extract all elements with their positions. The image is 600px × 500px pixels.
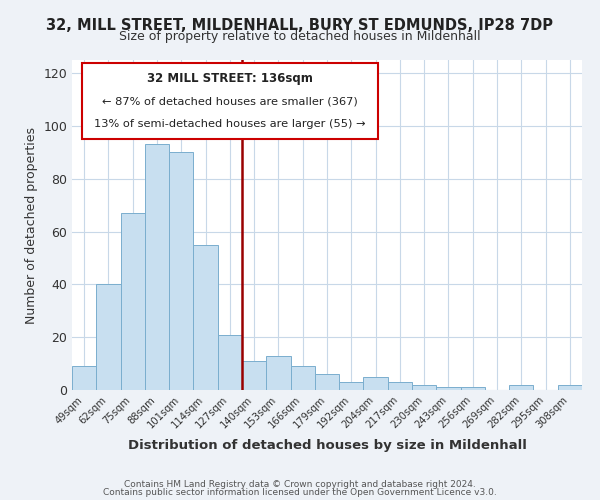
Bar xyxy=(461,388,485,390)
Text: Size of property relative to detached houses in Mildenhall: Size of property relative to detached ho… xyxy=(119,30,481,43)
Bar xyxy=(96,284,121,390)
Bar xyxy=(266,356,290,390)
Bar xyxy=(169,152,193,390)
Bar xyxy=(509,384,533,390)
Bar xyxy=(242,361,266,390)
X-axis label: Distribution of detached houses by size in Mildenhall: Distribution of detached houses by size … xyxy=(128,439,526,452)
Bar xyxy=(412,384,436,390)
FancyBboxPatch shape xyxy=(82,64,378,139)
Bar xyxy=(558,384,582,390)
Bar xyxy=(145,144,169,390)
Bar xyxy=(315,374,339,390)
Bar xyxy=(193,245,218,390)
Text: 32, MILL STREET, MILDENHALL, BURY ST EDMUNDS, IP28 7DP: 32, MILL STREET, MILDENHALL, BURY ST EDM… xyxy=(47,18,554,32)
Bar xyxy=(218,334,242,390)
Bar xyxy=(388,382,412,390)
Text: Contains HM Land Registry data © Crown copyright and database right 2024.: Contains HM Land Registry data © Crown c… xyxy=(124,480,476,489)
Bar xyxy=(121,213,145,390)
Text: 32 MILL STREET: 136sqm: 32 MILL STREET: 136sqm xyxy=(147,72,313,85)
Bar xyxy=(364,377,388,390)
Text: 13% of semi-detached houses are larger (55) →: 13% of semi-detached houses are larger (… xyxy=(94,119,366,129)
Text: ← 87% of detached houses are smaller (367): ← 87% of detached houses are smaller (36… xyxy=(102,96,358,106)
Bar xyxy=(339,382,364,390)
Y-axis label: Number of detached properties: Number of detached properties xyxy=(25,126,38,324)
Bar xyxy=(436,388,461,390)
Bar xyxy=(72,366,96,390)
Bar xyxy=(290,366,315,390)
Text: Contains public sector information licensed under the Open Government Licence v3: Contains public sector information licen… xyxy=(103,488,497,497)
